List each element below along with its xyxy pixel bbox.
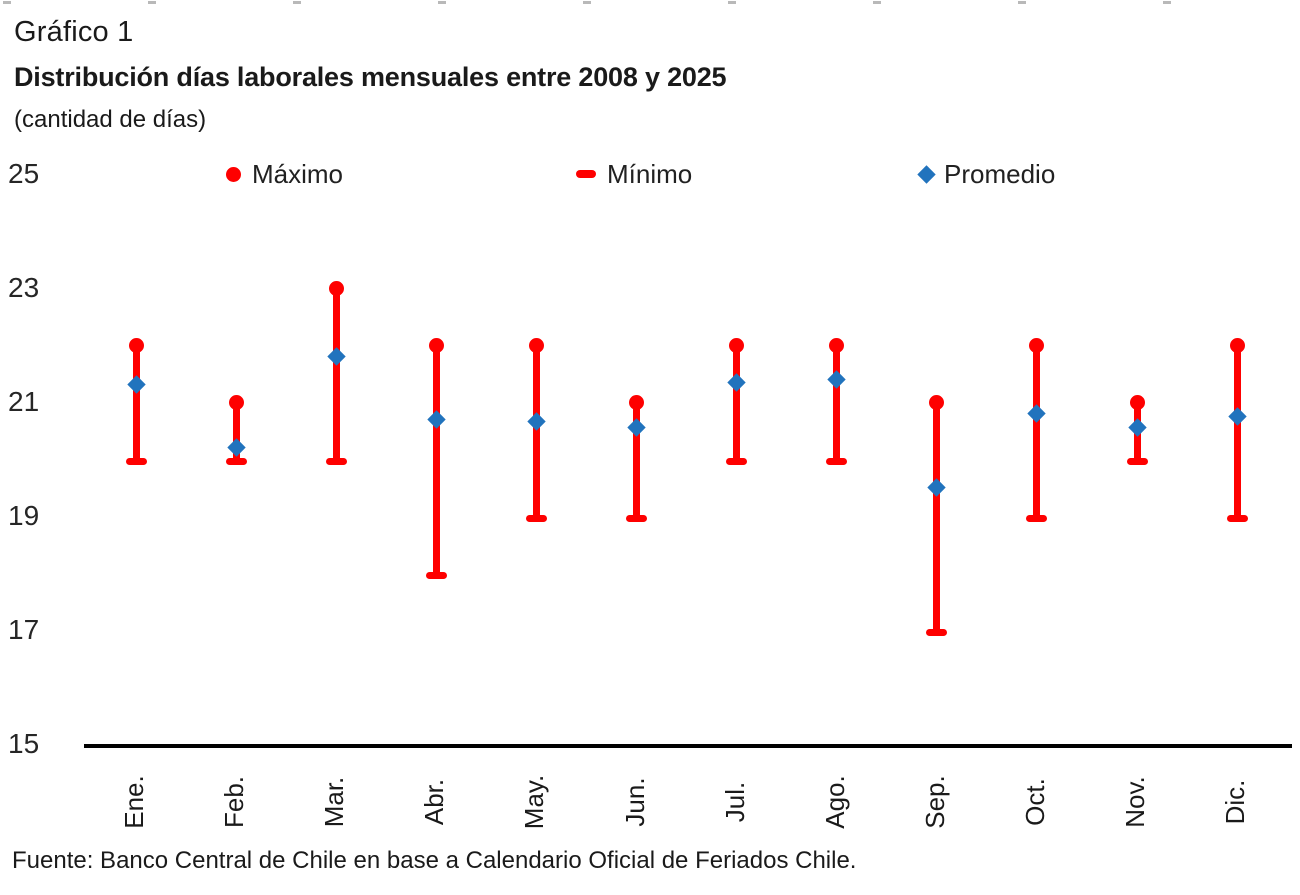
x-tick-label: Mar.: [319, 776, 350, 828]
max-marker: [128, 337, 144, 353]
legend-label-promedio: Promedio: [944, 158, 1056, 189]
promedio-marker: [326, 347, 346, 366]
max-marker: [228, 394, 244, 410]
min-marker: [1126, 457, 1148, 465]
y-tick-label: 21: [8, 386, 40, 417]
promedio-marker: [927, 478, 946, 497]
min-marker: [225, 457, 247, 465]
max-marker: [729, 337, 745, 353]
promedio-marker: [1127, 418, 1147, 437]
range-stem: [733, 345, 741, 463]
legend-label-minimo: Mínimo: [607, 158, 693, 189]
range-stem: [532, 345, 540, 520]
range-stem: [132, 345, 140, 463]
legend-item-minimo: Mínimo: [576, 158, 692, 190]
range-stem: [633, 402, 640, 520]
promedio-marker: [1027, 404, 1047, 423]
promedio-marker: [226, 438, 246, 457]
range-stem: [933, 402, 941, 634]
max-marker: [1029, 337, 1045, 353]
promedio-marker: [727, 372, 746, 392]
promedio-marker: [1227, 407, 1247, 426]
y-tick-label: 15: [8, 728, 40, 759]
legend-label-maximo: Máximo: [252, 158, 344, 189]
promedio-marker: [427, 409, 446, 429]
min-marker: [125, 457, 147, 465]
maximo-circle-icon: [226, 166, 241, 182]
legend-item-maximo: Máximo: [226, 158, 343, 190]
x-tick-label: Ene.: [119, 775, 149, 829]
x-tick-label: Dic.: [1220, 779, 1251, 825]
x-tick-label: Nov.: [1120, 776, 1150, 828]
min-marker: [325, 457, 347, 465]
min-marker: [1026, 514, 1048, 522]
y-tick-label: 23: [8, 272, 40, 303]
promedio-marker: [827, 369, 846, 389]
page-border-artifact: [3, 1, 1297, 4]
promedio-marker: [126, 375, 146, 395]
x-tick-label: Abr.: [419, 778, 450, 826]
promedio-marker: [627, 418, 646, 437]
min-marker: [1226, 514, 1248, 522]
source-note: Fuente: Banco Central de Chile en base a…: [12, 847, 857, 874]
chart-title: Distribución días laborales mensuales en…: [14, 62, 727, 92]
max-marker: [1129, 394, 1145, 410]
x-tick-label: May.: [519, 774, 550, 830]
x-tick-label: Sep.: [919, 775, 950, 829]
range-stem: [1233, 345, 1241, 520]
max-marker: [629, 394, 644, 410]
min-marker: [525, 514, 547, 522]
range-stem: [332, 288, 340, 463]
x-tick-label: Oct.: [1019, 778, 1050, 826]
legend-item-promedio: Promedio: [917, 158, 1056, 190]
max-marker: [829, 337, 845, 353]
min-marker: [926, 628, 948, 636]
y-tick-label: 25: [8, 158, 40, 189]
range-stem: [232, 402, 240, 463]
range-stem: [432, 345, 440, 577]
max-marker: [1229, 337, 1245, 353]
x-axis-line: [84, 744, 1292, 748]
y-tick-label: 17: [8, 614, 40, 645]
range-stem: [833, 345, 841, 463]
max-marker: [929, 394, 945, 410]
max-marker: [528, 337, 544, 353]
range-stem: [1033, 345, 1041, 520]
chart-units-note: (cantidad de días): [14, 106, 207, 133]
min-marker: [826, 457, 848, 465]
y-tick-label: 19: [8, 500, 40, 531]
chart-label: Gráfico 1: [14, 16, 134, 48]
x-tick-label: Feb.: [219, 775, 250, 829]
x-tick-label: Ago.: [819, 775, 850, 829]
min-marker: [626, 514, 647, 522]
max-marker: [428, 337, 444, 353]
minimo-dash-icon: [576, 170, 596, 178]
max-marker: [328, 280, 344, 296]
x-tick-label: Jul.: [719, 781, 750, 823]
promedio-diamond-icon: [917, 164, 936, 184]
min-marker: [425, 571, 447, 579]
x-tick-label: Jun.: [619, 777, 650, 827]
min-marker: [726, 457, 748, 465]
promedio-marker: [527, 412, 546, 432]
